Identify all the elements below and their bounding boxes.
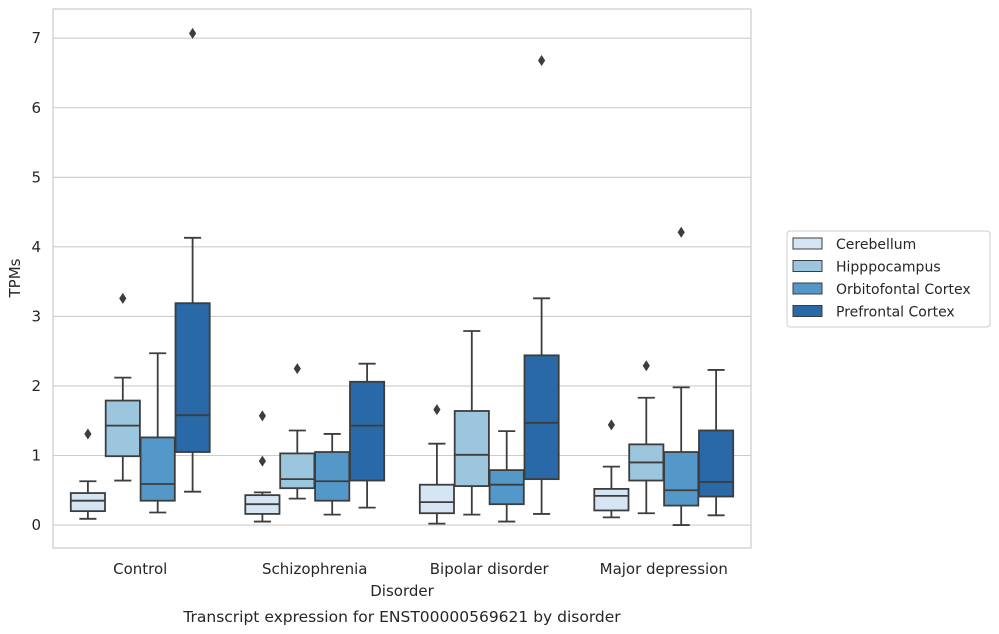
y-tick-label: 7 — [31, 29, 41, 47]
x-tick-label: Major depression — [600, 560, 728, 578]
legend-swatch — [792, 282, 823, 295]
box-group — [453, 330, 490, 516]
box-group — [104, 292, 141, 482]
y-tick-label: 6 — [31, 99, 41, 117]
outlier-point — [433, 404, 441, 416]
boxplot-marks — [69, 27, 735, 526]
box-group — [593, 419, 630, 519]
box-iqr — [104, 399, 141, 458]
legend-frame — [786, 230, 991, 328]
legend-label: Hipppocampus — [836, 260, 941, 276]
outlier-point — [84, 428, 92, 440]
legend-swatch — [792, 305, 823, 317]
y-tick-label: 4 — [31, 238, 41, 256]
legend-swatch — [792, 237, 823, 250]
y-tick-label: 3 — [31, 307, 41, 325]
box-iqr — [349, 380, 386, 482]
y-tick-label: 1 — [31, 447, 41, 465]
legend: Cerebellum Hipppocampus Orbitofontal Corte… — [786, 230, 991, 328]
outlier-point — [677, 226, 685, 238]
box-iqr — [139, 436, 176, 502]
box-group — [69, 428, 106, 520]
plot-area-frame — [52, 8, 752, 549]
legend-label: Prefrontal Cortex — [836, 305, 955, 321]
outlier-point — [642, 360, 650, 372]
box-iqr — [314, 451, 351, 502]
box-iqr — [279, 452, 316, 490]
outlier-point — [293, 363, 301, 375]
legend-label: Cerebellum — [836, 237, 916, 253]
x-tick-label: Control — [113, 560, 167, 578]
outlier-point — [119, 292, 127, 304]
box-iqr — [698, 429, 735, 498]
x-tick-labels: Control Schizophrenia Bipolar disorder Majo… — [113, 560, 728, 578]
box-group — [174, 27, 211, 493]
x-tick-label: Schizophrenia — [262, 560, 367, 578]
y-tick-label: 0 — [31, 516, 41, 534]
x-tick-label: Bipolar disorder — [430, 560, 550, 578]
box-group — [279, 363, 316, 500]
box-iqr — [663, 451, 700, 507]
outlier-point — [189, 27, 197, 39]
outlier-point — [607, 419, 615, 431]
outlier-point — [258, 410, 266, 422]
box-group — [314, 433, 351, 516]
box-group — [418, 404, 455, 525]
y-axis-title: TPMs — [6, 258, 24, 298]
box-group — [488, 430, 525, 523]
box-group — [523, 54, 560, 515]
box-group — [244, 410, 281, 523]
box-group — [139, 352, 176, 514]
box-group — [349, 362, 386, 509]
box-group — [663, 226, 700, 526]
box-iqr — [593, 487, 630, 512]
box-iqr — [174, 302, 211, 453]
x-axis-title: Disorder — [370, 582, 434, 600]
y-tick-label: 5 — [31, 168, 41, 186]
legend-swatch — [792, 260, 823, 272]
outlier-point — [258, 455, 266, 467]
box-iqr — [453, 410, 490, 488]
chart-caption: Transcript expression for ENST0000056962… — [182, 608, 621, 626]
box-iqr — [69, 492, 106, 513]
y-tick-labels: 0 1 2 3 4 5 6 7 — [31, 29, 41, 534]
box-group — [698, 369, 735, 517]
y-tick-label: 2 — [31, 377, 41, 395]
legend-label: Orbitofontal Cortex — [836, 282, 971, 298]
box-iqr — [523, 354, 560, 481]
box-iqr — [418, 483, 455, 515]
box-iqr — [488, 469, 525, 506]
outlier-point — [538, 54, 546, 66]
